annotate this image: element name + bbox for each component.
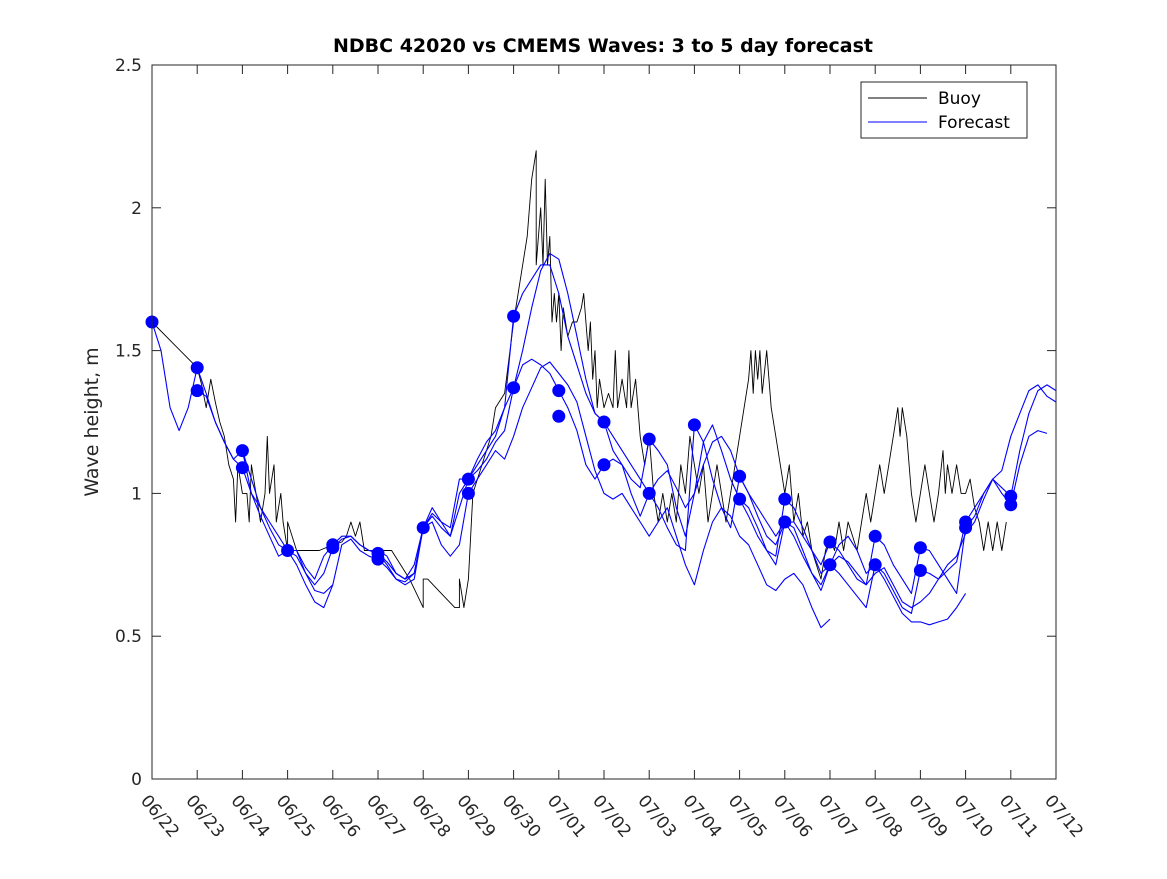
forecast-marker-17 <box>597 415 611 429</box>
forecast-markers <box>145 309 1018 577</box>
forecast-marker-30 <box>913 541 927 555</box>
plot-area <box>145 64 1057 780</box>
x-tick-label: 07/02 <box>588 791 635 841</box>
x-tick-label: 07/11 <box>995 791 1042 841</box>
forecast-series-line-5 <box>377 358 1057 594</box>
forecast-marker-21 <box>687 418 701 432</box>
x-tick-label: 07/10 <box>950 791 997 841</box>
forecast-marker-29 <box>868 558 882 572</box>
y-tick-label: 1.5 <box>115 342 142 362</box>
x-tick-label: 06/30 <box>498 791 545 841</box>
y-axis-label: Wave height, m <box>81 347 103 496</box>
forecast-marker-10 <box>416 521 430 535</box>
legend-label-forecast: Forecast <box>938 113 1010 133</box>
forecast-marker-12 <box>461 486 475 500</box>
forecast-marker-16 <box>552 409 566 423</box>
forecast-marker-13 <box>507 309 521 323</box>
x-tick-label: 07/09 <box>905 791 952 841</box>
x-tick-label: 06/23 <box>181 791 228 841</box>
forecast-marker-25 <box>778 515 792 529</box>
x-tick-label: 07/03 <box>633 791 680 841</box>
x-tick-label: 07/06 <box>769 791 816 841</box>
forecast-marker-22 <box>733 469 747 483</box>
forecast-marker-26 <box>823 535 837 549</box>
legend: Buoy Forecast <box>860 81 1028 139</box>
forecast-marker-23 <box>733 492 747 506</box>
forecast-series-line-6 <box>739 498 967 626</box>
forecast-marker-27 <box>823 558 837 572</box>
x-tick-label: 07/12 <box>1040 791 1087 841</box>
forecast-marker-7 <box>326 538 340 552</box>
y-tick-label: 1 <box>131 484 142 504</box>
forecast-marker-1 <box>190 361 204 375</box>
forecast-marker-33 <box>959 521 973 535</box>
forecast-marker-24 <box>778 492 792 506</box>
forecast-marker-18 <box>597 458 611 472</box>
buoy-series-line <box>151 150 1007 609</box>
forecast-marker-11 <box>461 472 475 486</box>
x-tick-label: 06/24 <box>227 791 274 841</box>
forecast-marker-2 <box>190 384 204 398</box>
x-tick-label: 06/29 <box>453 791 500 841</box>
x-tick-label: 07/05 <box>724 791 771 841</box>
forecast-marker-14 <box>507 381 521 395</box>
x-tick-label: 07/04 <box>679 791 726 841</box>
legend-label-buoy: Buoy <box>938 89 981 109</box>
x-tick-label: 06/22 <box>136 791 183 841</box>
y-tick-label: 0.5 <box>115 627 142 647</box>
y-tick-label: 0 <box>131 770 142 790</box>
forecast-marker-15 <box>552 384 566 398</box>
x-tick-label: 07/01 <box>543 791 590 841</box>
x-tick-label: 06/27 <box>362 791 409 841</box>
forecast-marker-9 <box>371 552 385 566</box>
forecast-marker-20 <box>642 486 656 500</box>
forecast-marker-3 <box>235 444 249 458</box>
forecast-marker-4 <box>235 461 249 475</box>
x-tick-label: 07/08 <box>859 791 906 841</box>
y-tick-label: 2.5 <box>115 56 142 76</box>
forecast-marker-19 <box>642 432 656 446</box>
forecast-marker-31 <box>913 564 927 577</box>
x-tick-label: 07/07 <box>814 791 861 841</box>
legend-box <box>860 81 1028 139</box>
x-tick-label: 06/28 <box>407 791 454 841</box>
x-tick-label: 06/25 <box>272 791 319 841</box>
y-tick-label: 2 <box>131 199 142 219</box>
forecast-series-line-2 <box>196 361 831 629</box>
chart-title: NDBC 42020 vs CMEMS Waves: 3 to 5 day fo… <box>333 35 873 57</box>
x-tick-label: 06/26 <box>317 791 364 841</box>
forecast-marker-35 <box>1004 498 1018 512</box>
y-axis: 0 0.5 1 1.5 2 2.5 <box>115 56 1056 790</box>
forecast-marker-28 <box>868 529 882 543</box>
forecast-marker-5 <box>281 544 295 557</box>
